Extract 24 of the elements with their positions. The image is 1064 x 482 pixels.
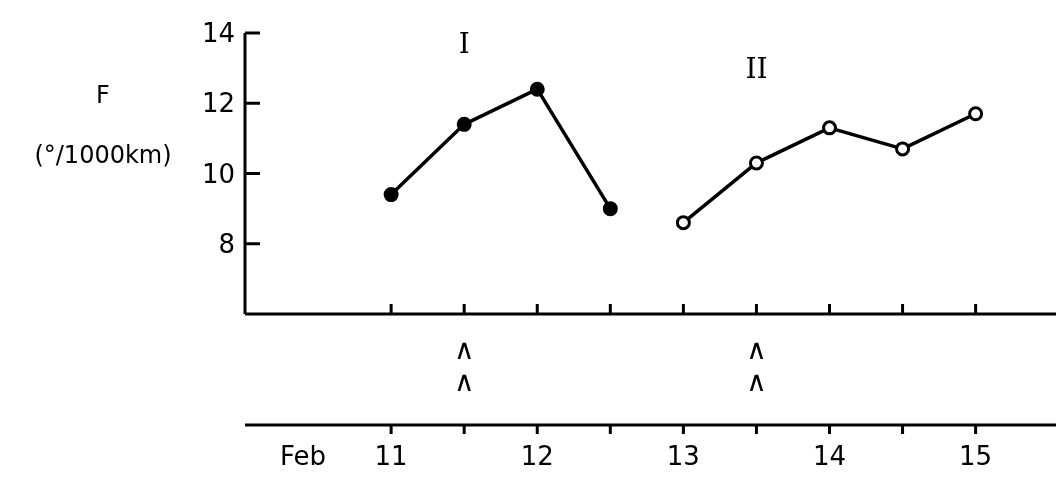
- y-tick-label: 14: [201, 18, 235, 48]
- annotation: ∧∧: [453, 333, 475, 398]
- x-tick-label: 13: [666, 441, 700, 471]
- y-tick-label: 12: [201, 88, 235, 119]
- series-label: I: [458, 27, 470, 61]
- point: [968, 106, 984, 122]
- text: II: [745, 51, 768, 85]
- point: [456, 116, 472, 132]
- x-tick-label: 12: [520, 441, 554, 471]
- x-axis-title: Feb: [279, 441, 327, 471]
- annotation: ∧∧: [746, 333, 767, 398]
- point: [675, 215, 691, 231]
- point: [895, 141, 911, 157]
- x-tick-label: 11: [374, 441, 408, 471]
- point: [529, 81, 545, 97]
- point: [822, 120, 838, 136]
- y-tick-label: 10: [201, 158, 235, 189]
- point: [748, 155, 764, 171]
- x-tick-label: 14: [812, 441, 847, 471]
- point: [602, 201, 618, 217]
- point: [383, 187, 399, 203]
- y-tick-label: 8: [218, 228, 235, 259]
- text: F (°/1000km): [34, 81, 172, 169]
- x-tick-label: 15: [959, 441, 993, 471]
